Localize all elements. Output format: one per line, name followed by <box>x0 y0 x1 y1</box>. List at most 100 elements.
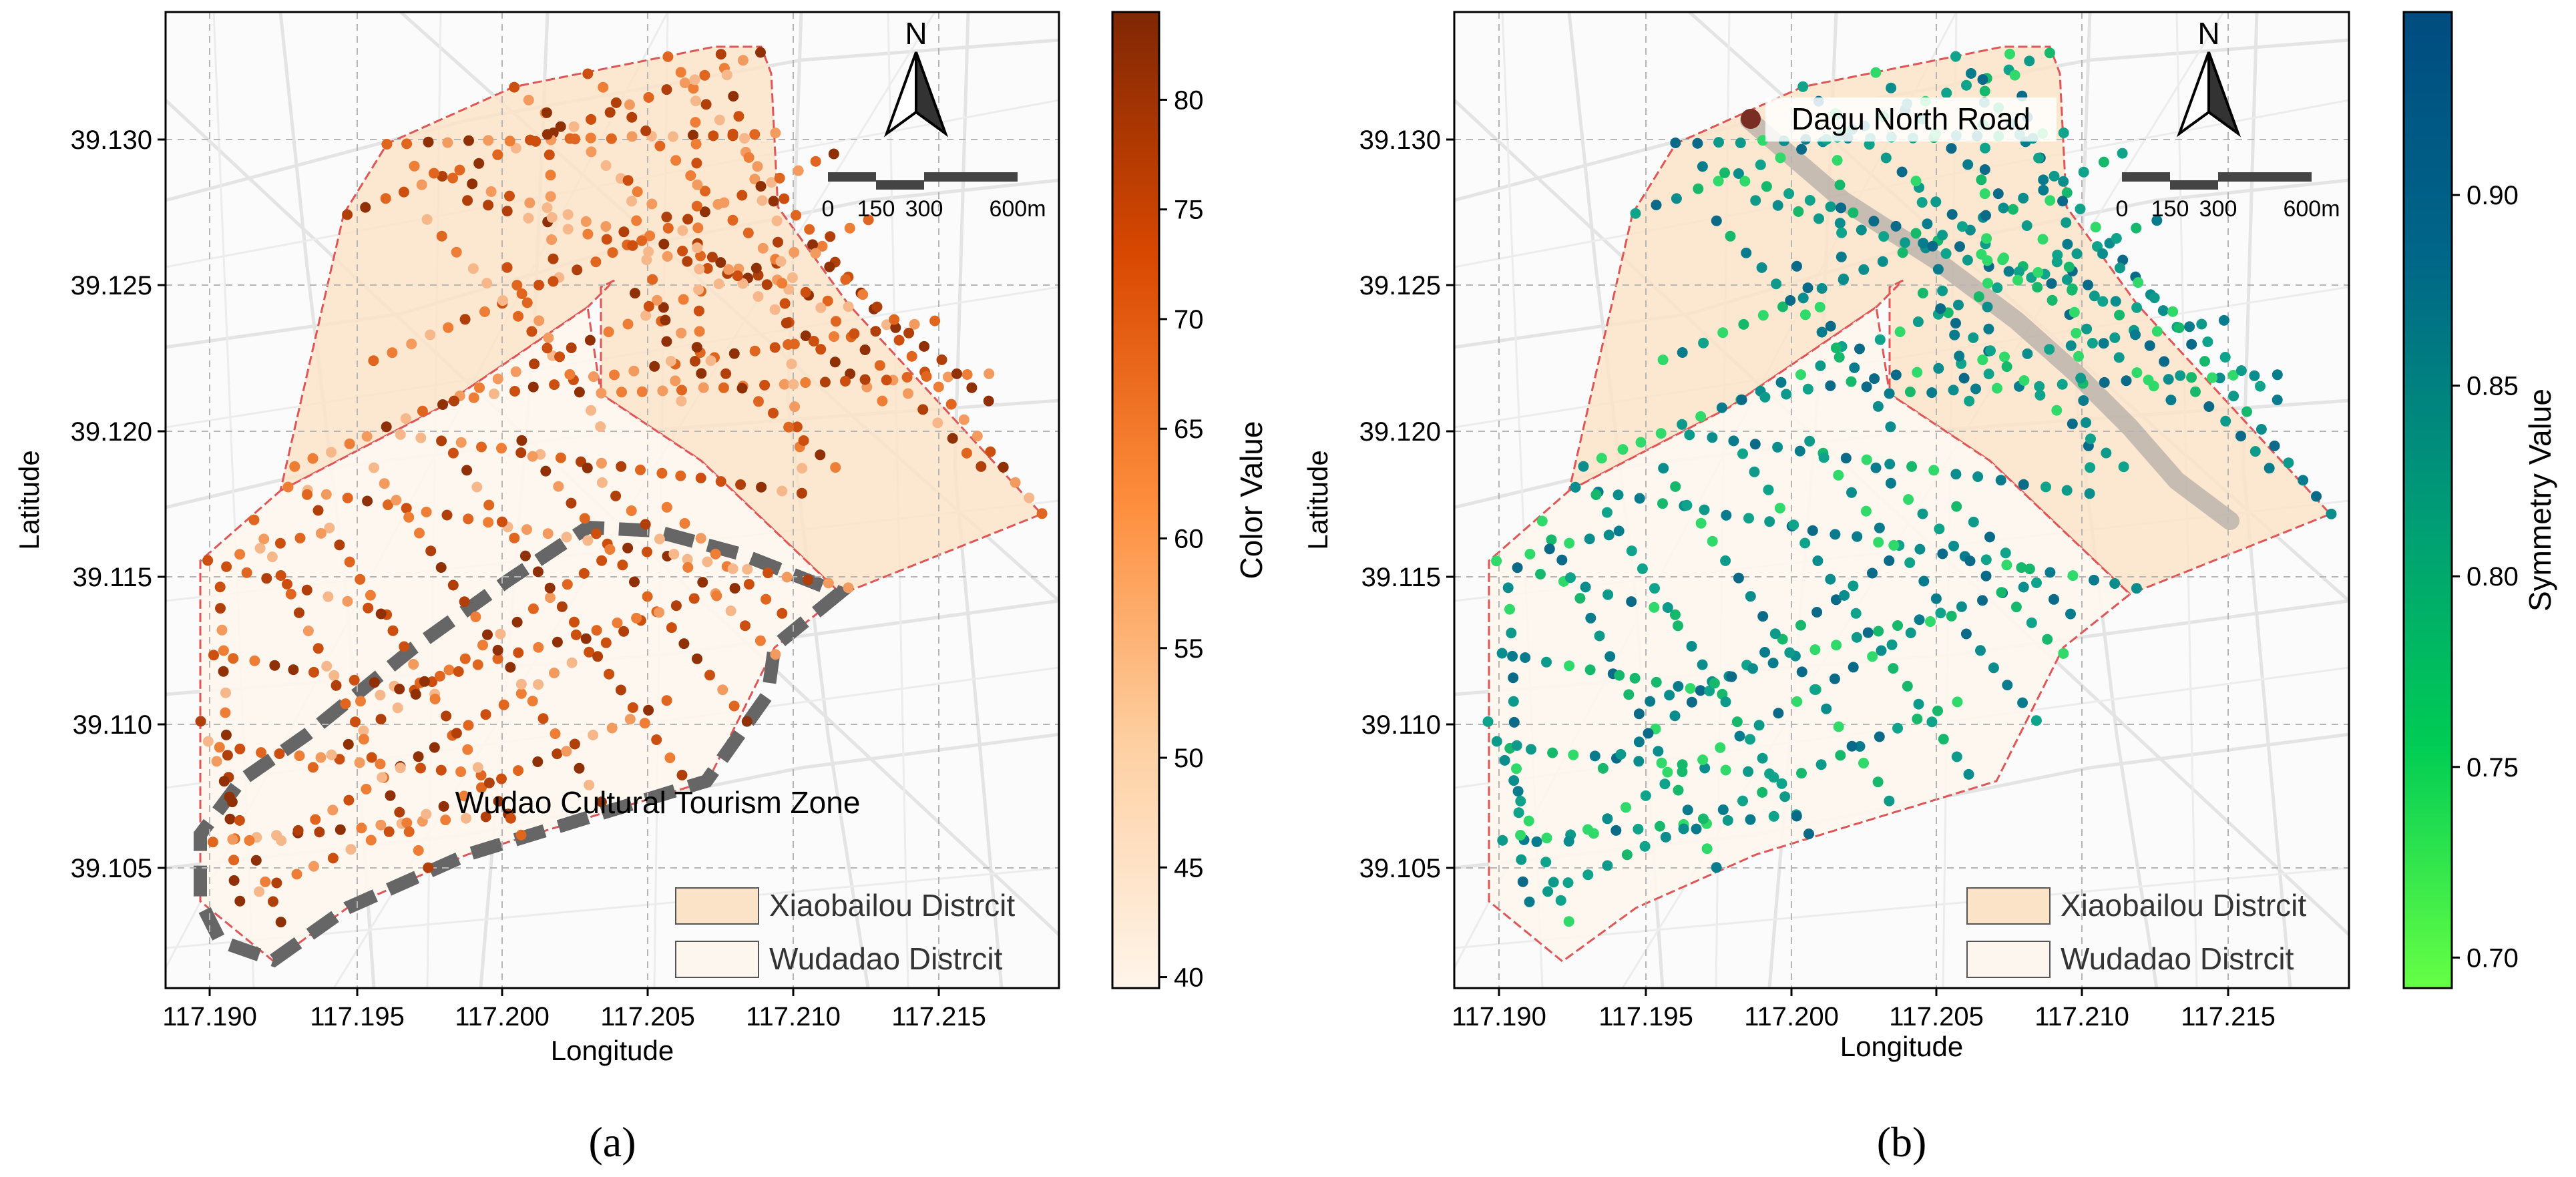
data-point <box>1836 227 1848 238</box>
data-point <box>1704 685 1715 696</box>
data-point <box>314 827 325 838</box>
data-point <box>759 379 771 391</box>
data-point <box>1670 138 1681 148</box>
data-point <box>455 766 467 777</box>
data-point <box>1968 332 1979 343</box>
data-point <box>588 730 599 740</box>
data-point <box>1508 775 1520 786</box>
data-point <box>1825 320 1836 332</box>
data-point <box>335 824 346 835</box>
data-point <box>301 584 312 596</box>
data-point <box>694 326 705 337</box>
data-point <box>1791 696 1803 707</box>
data-point <box>1809 644 1821 656</box>
data-point <box>462 195 473 206</box>
data-point <box>1686 696 1697 708</box>
data-point <box>437 399 448 410</box>
data-point <box>2041 481 2051 493</box>
data-point <box>401 138 413 150</box>
data-point <box>202 555 214 566</box>
data-point <box>1523 815 1534 827</box>
data-point <box>1968 516 1979 527</box>
data-point <box>640 519 651 530</box>
data-point <box>1697 161 1708 172</box>
data-point <box>403 826 415 837</box>
data-point <box>756 481 767 493</box>
data-point <box>1818 452 1830 463</box>
data-point <box>1979 85 1990 97</box>
scalebar-label: 300 <box>905 196 943 222</box>
data-point <box>516 288 527 299</box>
data-point <box>2065 608 2076 620</box>
data-point <box>533 315 545 326</box>
data-point <box>2199 356 2210 367</box>
data-point <box>1578 461 1589 472</box>
data-point <box>1831 640 1842 651</box>
data-point <box>881 319 892 330</box>
colorbar-a: 40 45 50 55 60 65 70 75 80 Color Value <box>1111 11 1269 993</box>
data-point <box>1526 744 1536 755</box>
data-point <box>481 278 493 289</box>
data-point <box>523 94 534 105</box>
legend-label: Xiaobailou Distrcit <box>2061 888 2306 923</box>
data-point <box>584 334 596 346</box>
data-point <box>1796 144 1807 155</box>
data-point <box>2071 328 2082 338</box>
data-point <box>527 451 538 462</box>
data-point <box>355 696 366 707</box>
scalebar-label: 600m <box>2283 196 2340 222</box>
data-point <box>1890 369 1902 381</box>
data-point <box>618 626 630 637</box>
data-point <box>664 752 676 764</box>
data-point <box>435 562 447 573</box>
data-point <box>447 172 459 184</box>
data-point <box>1698 337 1709 348</box>
data-point <box>1811 607 1823 618</box>
data-point <box>342 209 353 220</box>
data-point <box>399 641 410 652</box>
data-point <box>783 339 794 350</box>
data-point <box>1851 632 1862 643</box>
data-point <box>1825 201 1836 212</box>
data-point <box>2047 294 2058 306</box>
gridlines-b <box>1454 12 2349 988</box>
data-point <box>2203 401 2215 412</box>
data-point <box>1825 573 1836 585</box>
data-point <box>749 174 761 185</box>
data-point <box>909 318 920 330</box>
data-point <box>2067 418 2078 429</box>
y-tick-label: 39.110 <box>73 710 152 740</box>
data-point <box>515 829 527 841</box>
data-point <box>492 373 503 385</box>
data-point <box>729 583 740 594</box>
data-point <box>1671 193 1682 204</box>
data-point <box>483 777 495 788</box>
data-point <box>2249 370 2260 381</box>
data-point <box>942 371 953 383</box>
data-point <box>302 489 312 500</box>
data-point <box>1738 318 1749 330</box>
data-point <box>696 368 707 379</box>
data-point <box>501 262 513 273</box>
symmetry-points-b <box>1482 47 2337 927</box>
data-point <box>1711 862 1722 873</box>
data-point <box>1570 481 1581 493</box>
data-point <box>234 549 246 560</box>
data-point <box>1870 462 1882 473</box>
data-point <box>815 449 826 461</box>
data-point <box>636 386 648 397</box>
data-point <box>1745 591 1756 602</box>
data-point <box>2038 184 2049 196</box>
data-point <box>1954 241 1965 252</box>
data-point <box>1864 139 1875 150</box>
data-point <box>1854 343 1865 355</box>
data-point <box>256 747 266 758</box>
data-point <box>2057 196 2069 207</box>
data-point <box>675 470 686 481</box>
data-point <box>609 369 620 381</box>
data-point <box>1491 736 1502 747</box>
data-point <box>695 533 706 544</box>
data-point <box>2283 457 2294 469</box>
x-tick-label: 117.210 <box>2034 1002 2129 1031</box>
y-tick-label: 39.125 <box>1359 271 1441 300</box>
